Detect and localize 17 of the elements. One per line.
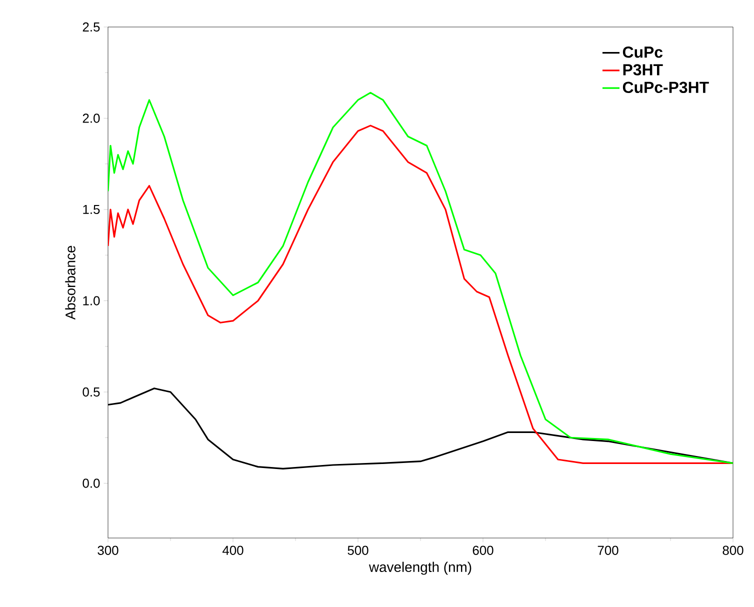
y-tick-label: 0.0 [82, 478, 100, 488]
x-tick-label: 400 [222, 546, 244, 555]
legend-label: P3HT [623, 64, 663, 76]
x-tick-label: 600 [472, 546, 494, 555]
x-tick-label: 800 [722, 546, 744, 555]
y-tick-label: 0.5 [82, 387, 100, 397]
y-tick-label: 1.0 [83, 296, 100, 306]
x-axis-title: wavelength (nm) [368, 562, 472, 575]
legend-label: CuPc [622, 46, 663, 58]
y-axis-title: Absorbance [65, 246, 76, 320]
y-tick-label: 2.0 [82, 114, 100, 123]
x-tick-label: 500 [348, 546, 368, 555]
legend-label: CuPc-P3HT [622, 82, 709, 94]
y-tick-label: 2.5 [82, 22, 100, 32]
x-tick-label: 700 [598, 546, 618, 555]
y-tick-label: 1.5 [83, 204, 100, 214]
x-tick-label: 300 [98, 546, 118, 555]
